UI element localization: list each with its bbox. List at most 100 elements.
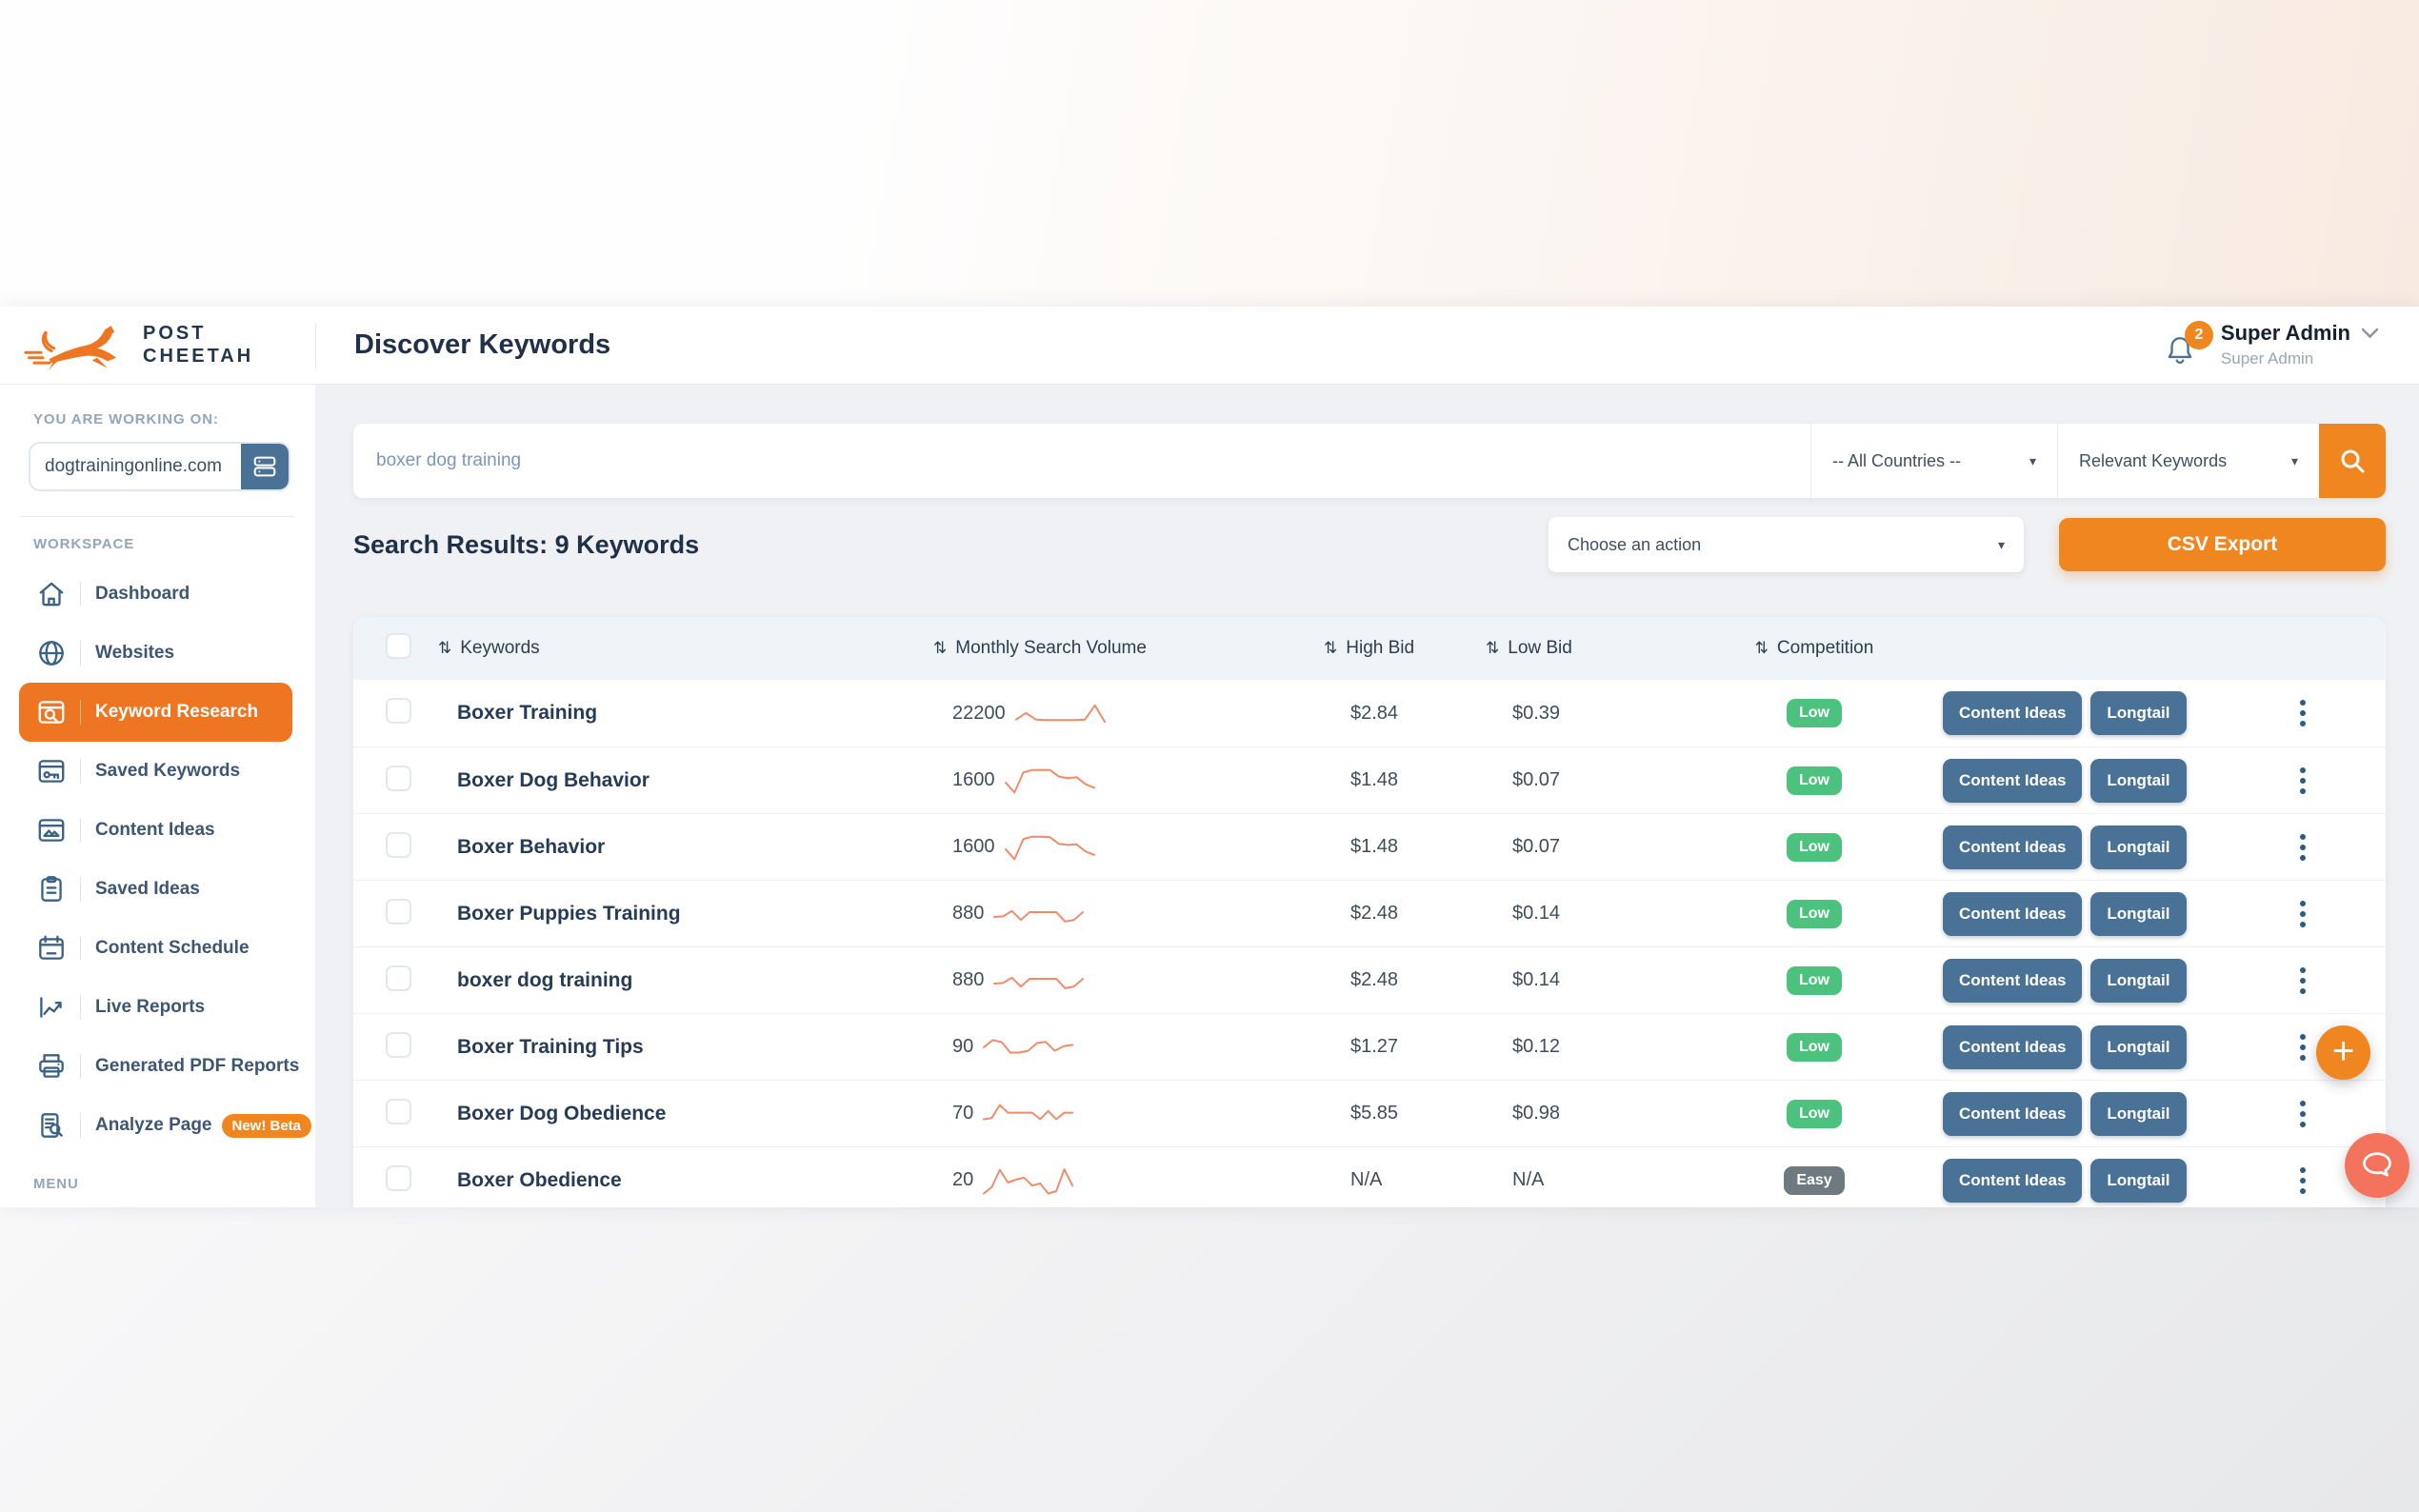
user-role: Super Admin bbox=[2221, 349, 2379, 368]
longtail-button[interactable]: Longtail bbox=[2090, 1092, 2186, 1136]
low-bid-cell: $0.14 bbox=[1486, 903, 1705, 925]
volume-cell: 20 bbox=[933, 1163, 1324, 1199]
table-row: boxer dog training880$2.48$0.14LowConten… bbox=[353, 946, 2386, 1013]
sidebar-item-label: Keyword Research bbox=[95, 702, 258, 723]
sidebar-item-label: Analyze Page bbox=[95, 1115, 212, 1136]
row-checkbox[interactable] bbox=[386, 698, 411, 724]
keyword-type-select[interactable]: Relevant Keywords ▾ bbox=[2057, 424, 2319, 498]
content-ideas-button[interactable]: Content Ideas bbox=[1943, 892, 2082, 936]
keyword-search-input[interactable] bbox=[353, 424, 1810, 498]
longtail-button[interactable]: Longtail bbox=[2090, 1159, 2186, 1203]
content-ideas-button[interactable]: Content Ideas bbox=[1943, 759, 2082, 803]
content-ideas-button[interactable]: Content Ideas bbox=[1943, 959, 2082, 1003]
column-header-high-bid[interactable]: ⇅ High Bid bbox=[1324, 638, 1486, 659]
row-checkbox[interactable] bbox=[386, 1165, 411, 1191]
high-bid-cell: N/A bbox=[1324, 1169, 1486, 1191]
longtail-button[interactable]: Longtail bbox=[2090, 826, 2186, 869]
printer-icon bbox=[35, 1050, 68, 1083]
menu-item-divider bbox=[80, 641, 81, 666]
volume-trend-sparkline bbox=[1005, 763, 1095, 799]
volume-value: 70 bbox=[952, 1103, 973, 1124]
content-ideas-button[interactable]: Content Ideas bbox=[1943, 1025, 2082, 1069]
search-button[interactable] bbox=[2319, 424, 2386, 498]
content-ideas-button[interactable]: Content Ideas bbox=[1943, 691, 2082, 735]
sidebar-item-content-schedule[interactable]: Content Schedule bbox=[19, 919, 292, 978]
table-header-row: ⇅ Keywords ⇅ Monthly Search Volume ⇅ Hig… bbox=[353, 617, 2386, 680]
longtail-button[interactable]: Longtail bbox=[2090, 691, 2186, 735]
top-gradient-background bbox=[0, 0, 2419, 307]
row-menu-kebab-button[interactable] bbox=[2292, 826, 2313, 868]
volume-trend-sparkline bbox=[983, 1029, 1073, 1065]
row-menu-kebab-button[interactable] bbox=[2292, 760, 2313, 802]
domain-sites-button[interactable] bbox=[241, 444, 289, 489]
volume-value: 1600 bbox=[952, 769, 995, 791]
longtail-button[interactable]: Longtail bbox=[2090, 959, 2186, 1003]
volume-trend-sparkline bbox=[993, 963, 1084, 999]
menu-item-divider bbox=[80, 759, 81, 784]
row-checkbox[interactable] bbox=[386, 766, 411, 791]
sidebar-item-analyze-page[interactable]: Analyze PageNew! Beta bbox=[19, 1096, 292, 1155]
content-ideas-button[interactable]: Content Ideas bbox=[1943, 1159, 2082, 1203]
sidebar-item-saved-keywords[interactable]: Saved Keywords bbox=[19, 742, 292, 801]
csv-export-button[interactable]: CSV Export bbox=[2059, 518, 2386, 571]
row-menu-kebab-button[interactable] bbox=[2292, 692, 2313, 734]
volume-cell: 70 bbox=[933, 1096, 1324, 1132]
row-checkbox[interactable] bbox=[386, 832, 411, 858]
volume-trend-sparkline bbox=[993, 896, 1084, 932]
longtail-button[interactable]: Longtail bbox=[2090, 892, 2186, 936]
volume-cell: 90 bbox=[933, 1029, 1324, 1065]
sidebar-item-dashboard[interactable]: Dashboard bbox=[19, 565, 292, 624]
keyword-cell: Boxer Training bbox=[438, 702, 933, 725]
country-filter-select[interactable]: -- All Countries -- ▾ bbox=[1810, 424, 2057, 498]
sidebar-item-live-reports[interactable]: Live Reports bbox=[19, 978, 292, 1037]
row-checkbox[interactable] bbox=[386, 1099, 411, 1124]
content-ideas-button[interactable]: Content Ideas bbox=[1943, 826, 2082, 869]
header-divider bbox=[315, 323, 316, 368]
column-header-keywords[interactable]: ⇅ Keywords bbox=[438, 638, 933, 659]
notifications-button[interactable]: 2 bbox=[2164, 325, 2206, 372]
volume-trend-sparkline bbox=[1015, 695, 1106, 731]
sort-icon: ⇅ bbox=[1755, 639, 1769, 658]
saved-keywords-icon bbox=[35, 755, 68, 787]
row-checkbox[interactable] bbox=[386, 899, 411, 925]
row-checkbox[interactable] bbox=[386, 1032, 411, 1058]
keyword-cell: Boxer Training Tips bbox=[438, 1036, 933, 1059]
add-fab-button[interactable]: + bbox=[2316, 1025, 2370, 1080]
row-menu-kebab-button[interactable] bbox=[2292, 1160, 2313, 1202]
brand-name: POST CHEETAH bbox=[143, 323, 253, 368]
sidebar-item-keyword-research[interactable]: Keyword Research bbox=[19, 683, 292, 742]
bottom-gradient-background bbox=[0, 1207, 2419, 1512]
select-all-checkbox[interactable] bbox=[386, 633, 411, 659]
row-menu-kebab-button[interactable] bbox=[2292, 1026, 2313, 1068]
menu-item-divider bbox=[80, 818, 81, 843]
column-header-competition[interactable]: ⇅ Competition bbox=[1705, 638, 1924, 659]
sidebar-item-websites[interactable]: Websites bbox=[19, 624, 292, 683]
high-bid-cell: $2.48 bbox=[1324, 969, 1486, 991]
keyword-search-icon bbox=[35, 696, 68, 728]
row-menu-kebab-button[interactable] bbox=[2292, 960, 2313, 1002]
row-menu-kebab-button[interactable] bbox=[2292, 1093, 2313, 1135]
table-row: Boxer Dog Behavior1600$1.48$0.07LowConte… bbox=[353, 746, 2386, 813]
sidebar-item-saved-ideas[interactable]: Saved Ideas bbox=[19, 860, 292, 919]
volume-cell: 880 bbox=[933, 963, 1324, 999]
column-header-low-bid[interactable]: ⇅ Low Bid bbox=[1486, 638, 1705, 659]
row-menu-kebab-button[interactable] bbox=[2292, 893, 2313, 935]
page-title: Discover Keywords bbox=[354, 329, 610, 361]
row-checkbox[interactable] bbox=[386, 965, 411, 991]
column-header-volume[interactable]: ⇅ Monthly Search Volume bbox=[933, 638, 1324, 659]
account-area: 2 Super Admin Super Admin bbox=[2164, 319, 2379, 372]
bulk-action-select[interactable]: Choose an action ▾ bbox=[1549, 517, 2024, 572]
longtail-button[interactable]: Longtail bbox=[2090, 759, 2186, 803]
high-bid-cell: $5.85 bbox=[1324, 1103, 1486, 1124]
brand-logo[interactable]: POST CHEETAH bbox=[0, 307, 315, 384]
sidebar-item-label: Saved Ideas bbox=[95, 879, 200, 900]
sidebar-item-label: Websites bbox=[95, 643, 174, 664]
account-menu-button[interactable]: Super Admin bbox=[2221, 321, 2379, 346]
sidebar-item-content-ideas[interactable]: Content Ideas bbox=[19, 801, 292, 860]
longtail-button[interactable]: Longtail bbox=[2090, 1025, 2186, 1069]
domain-input[interactable] bbox=[30, 444, 241, 489]
sidebar-item-generated-pdf-reports[interactable]: Generated PDF Reports bbox=[19, 1037, 292, 1096]
content-ideas-button[interactable]: Content Ideas bbox=[1943, 1092, 2082, 1136]
chat-fab-button[interactable] bbox=[2345, 1133, 2409, 1198]
keyword-cell: Boxer Dog Behavior bbox=[438, 769, 933, 792]
